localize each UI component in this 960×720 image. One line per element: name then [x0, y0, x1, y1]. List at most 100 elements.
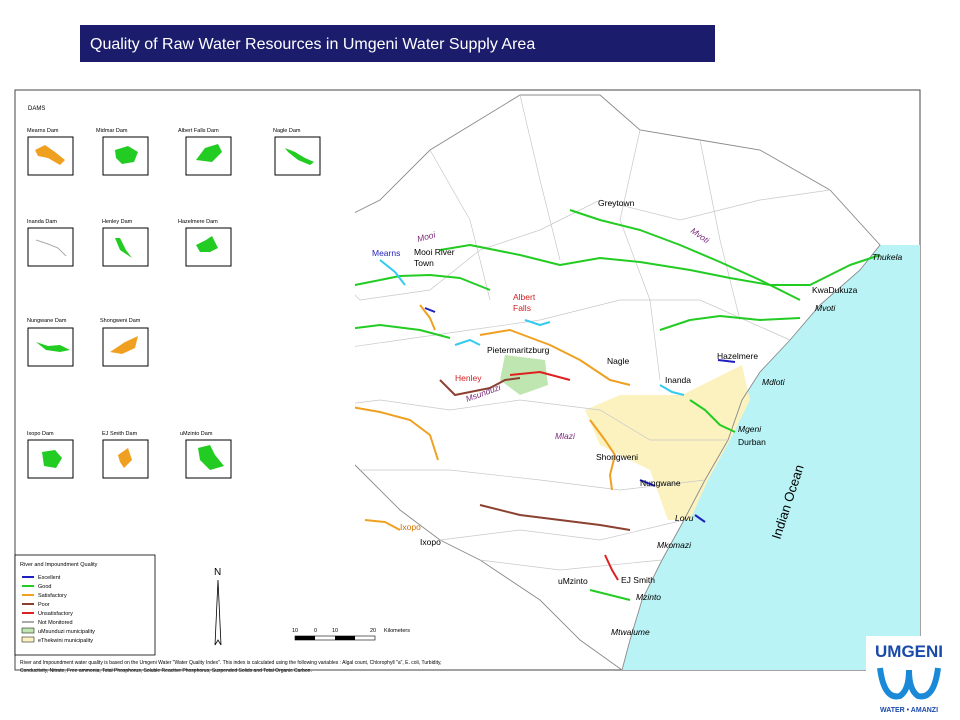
- dam-label: Nungwane Dam: [27, 318, 67, 324]
- scale-bar: 10 0 10 20 Kilometers: [292, 628, 410, 641]
- ethekwini-area: [585, 365, 750, 520]
- river-good: [439, 244, 881, 286]
- legend-swatch: [21, 636, 35, 643]
- dam-shape: [196, 144, 222, 162]
- scale-label: 20: [370, 628, 376, 634]
- river-label: Mlazi: [555, 431, 576, 441]
- river-satisfactory: [339, 404, 439, 461]
- dam-shape: [196, 236, 218, 252]
- scale-segment: [295, 636, 315, 640]
- dam-shape: [35, 145, 65, 165]
- place-label: Durban: [738, 437, 766, 447]
- river-excellent: [694, 514, 706, 523]
- dam-insets: Mearns Dam Midmar Dam Albert Falls Dam N…: [27, 128, 321, 479]
- logo-mark: [877, 667, 941, 700]
- dam-label: Ixopo Dam: [27, 431, 54, 437]
- dam-label: Nagle Dam: [273, 128, 301, 134]
- scale-label: 10: [332, 628, 338, 634]
- place-label: Pietermaritzburg: [487, 345, 550, 355]
- dam-shape: [285, 148, 314, 165]
- legend-label: Not Monitored: [38, 620, 73, 626]
- river-label: Mtwalume: [611, 627, 650, 637]
- legend-label: Unsatisfactory: [38, 611, 73, 617]
- footnote: River and Impoundment water quality is b…: [20, 660, 441, 666]
- dam-label: Henley Dam: [102, 219, 133, 225]
- dam-shape: [36, 342, 70, 352]
- legend-label: eThekwini municipality: [38, 638, 93, 644]
- ocean: [622, 245, 920, 670]
- place-label: Nungwane: [640, 478, 681, 488]
- river-excellent: [424, 307, 436, 313]
- river-label: Lovu: [675, 513, 694, 523]
- river-label: Thukela: [872, 252, 903, 262]
- dam-albert-falls: [524, 319, 551, 326]
- dam-shape: [110, 336, 138, 354]
- legend-label: Good: [38, 584, 51, 590]
- river-satisfactory: [589, 419, 616, 491]
- region-boundary: [234, 94, 881, 671]
- place-label: KwaDukuza: [812, 285, 858, 295]
- north-arrow: N: [214, 567, 222, 646]
- dam-label: Hazelmere Dam: [178, 219, 218, 225]
- scale-segment: [335, 636, 355, 640]
- inset: [102, 136, 149, 176]
- river-good: [569, 209, 801, 301]
- footnote: Conductivity, Nitrate, Free ammonia, Tot…: [20, 668, 312, 674]
- river-excellent: [639, 479, 656, 487]
- legend-swatch: [21, 627, 35, 634]
- dam-label: uMzinto Dam: [180, 431, 213, 437]
- dam-label: Shongweni Dam: [100, 318, 141, 324]
- place-label: Nagle: [607, 356, 629, 366]
- legend-label: Poor: [38, 602, 50, 608]
- catchment-lines: [250, 94, 831, 571]
- dam-shape: [115, 146, 138, 164]
- river-poor: [479, 504, 631, 531]
- place-label: Mooi River: [414, 247, 455, 257]
- dam-label: Midmar Dam: [96, 128, 128, 134]
- river-unsatisfactory: [604, 554, 619, 581]
- north-label: N: [214, 567, 221, 578]
- dam-shape: [115, 238, 132, 258]
- dam-shape: [35, 239, 67, 257]
- river-unsatisfactory: [509, 371, 571, 381]
- river-satisfactory: [364, 519, 401, 531]
- scale-label: 10: [292, 628, 298, 634]
- river-excellent: [717, 359, 736, 363]
- river-satisfactory: [419, 304, 436, 331]
- dam-midmar: [454, 339, 481, 346]
- dam-shape: [42, 450, 62, 468]
- legend-box: [14, 554, 156, 656]
- dam-shape: [198, 445, 224, 470]
- river-good: [589, 589, 631, 601]
- river-poor: [439, 377, 521, 396]
- dam-inanda: [659, 384, 685, 396]
- river-label: Mgeni: [738, 424, 762, 434]
- dam-label: Albert Falls Dam: [178, 128, 219, 134]
- dam-label: Inanda Dam: [27, 219, 57, 225]
- place-label: Mearns: [372, 248, 400, 258]
- river-good: [659, 315, 801, 331]
- place-label: Hazelmere: [717, 351, 758, 361]
- inset: [102, 227, 149, 267]
- river-label: Mzinto: [636, 592, 661, 602]
- river-label: Mvoti: [815, 303, 836, 313]
- river-good: [689, 399, 736, 433]
- place-label: Inanda: [665, 375, 691, 385]
- place-label: Falls: [513, 303, 531, 313]
- place-label: EJ Smith: [621, 575, 655, 585]
- legend-label: uMsunduzi municipality: [38, 629, 95, 635]
- legend: River and Impoundment Quality Excellent …: [14, 554, 156, 656]
- title: Quality of Raw Water Resources in Umgeni…: [90, 36, 535, 53]
- place-label: uMzinto: [558, 576, 588, 586]
- place-label: Ixopo: [420, 537, 441, 547]
- legend-title: River and Impoundment Quality: [20, 562, 98, 568]
- inset: [27, 227, 74, 267]
- river-label: Mkomazi: [657, 540, 692, 550]
- place-label: Shongweni: [596, 452, 638, 462]
- place-label: Albert: [513, 292, 536, 302]
- logo-name: UMGENI: [875, 642, 943, 661]
- title-bar: [80, 25, 715, 62]
- dam-mearns: [379, 259, 406, 286]
- place-label: Greytown: [598, 198, 635, 208]
- scale-label: 0: [314, 628, 317, 634]
